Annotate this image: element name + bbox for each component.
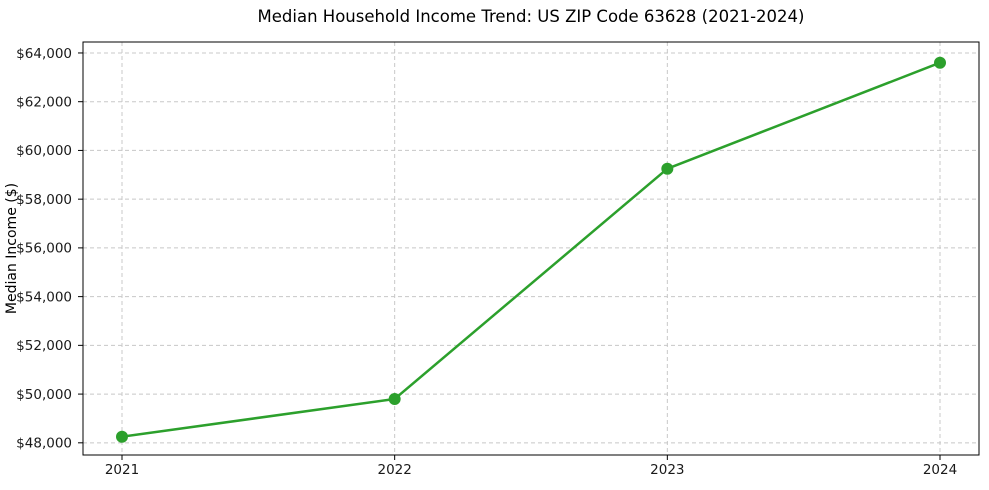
gridlines	[83, 42, 979, 455]
y-tick-label: $48,000	[16, 436, 72, 452]
y-axis-label: Median Income ($)	[4, 183, 20, 314]
y-tick-label: $64,000	[16, 46, 72, 62]
y-tick-label: $56,000	[16, 241, 72, 257]
y-tick-label: $54,000	[16, 289, 72, 305]
y-tick-label: $50,000	[16, 387, 72, 403]
series-line	[120, 61, 942, 438]
x-tick-label: 2024	[923, 462, 957, 478]
x-tick-label: 2022	[377, 462, 411, 478]
data-point-2021	[116, 430, 128, 443]
y-tick-label: $52,000	[16, 338, 72, 354]
data-point-2023	[661, 162, 674, 175]
y-tick-label: $62,000	[16, 94, 72, 110]
data-point-2022	[388, 392, 401, 405]
y-tick-label: $58,000	[16, 192, 72, 208]
chart-title: Median Household Income Trend: US ZIP Co…	[258, 7, 805, 26]
data-series	[116, 56, 946, 443]
plot-border	[82, 41, 980, 456]
axis-ticks	[78, 52, 941, 460]
y-tick-label: $60,000	[16, 143, 72, 159]
axis-tick-labels: $48,000 $50,000 $52,000 $54,000 $56,000 $58,0…	[16, 46, 957, 478]
data-point-2024	[934, 56, 946, 69]
x-tick-label: 2021	[105, 462, 139, 478]
x-tick-label: 2023	[650, 462, 684, 478]
